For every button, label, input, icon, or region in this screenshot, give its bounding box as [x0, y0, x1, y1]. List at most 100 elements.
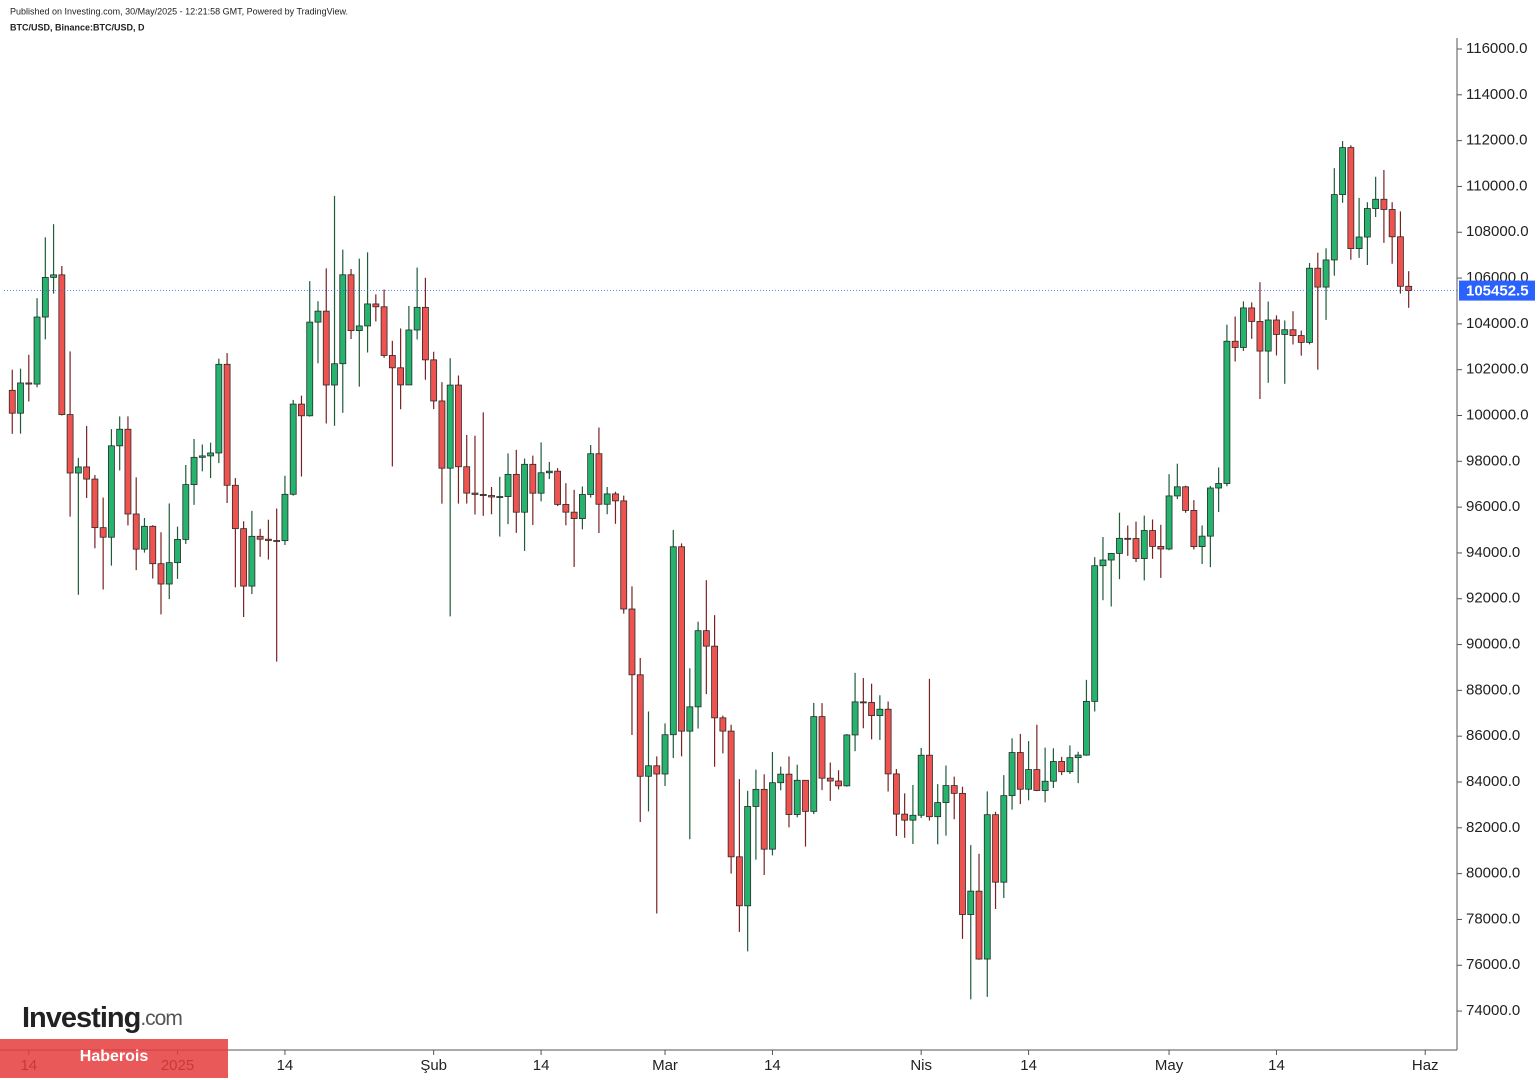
candle-body [785, 773, 793, 815]
candle-body [1165, 495, 1173, 550]
candle-body [1041, 780, 1049, 791]
candle-body [959, 792, 966, 915]
candle-body [1206, 487, 1214, 537]
candle-body [149, 525, 157, 565]
candle-body [1273, 319, 1280, 335]
candle-body [504, 473, 512, 497]
candle-body [17, 382, 24, 414]
candle-body [198, 455, 206, 458]
candle-body [901, 813, 909, 821]
candle-body [1074, 754, 1082, 759]
candle-body [1248, 307, 1256, 322]
candle-body [1306, 267, 1313, 343]
candle-body [851, 701, 859, 736]
candle-body [1380, 198, 1388, 210]
candle-body [636, 674, 644, 777]
candle-body [843, 734, 851, 787]
candle-body [1025, 769, 1032, 790]
candle-body [661, 734, 669, 775]
candle-body [190, 456, 198, 485]
candle-body [612, 493, 619, 502]
candle-body [529, 463, 537, 494]
y-tick-label: 74000.0 [1466, 1002, 1520, 1019]
plot: 74000.0 76000.0 78000.0 80000.0 82000.0 84000… [4, 40, 1529, 1055]
x-tick-label: Nis [910, 1057, 932, 1074]
candle-body [1033, 769, 1041, 791]
candle-body [83, 466, 91, 480]
y-tick-label: 84000.0 [1466, 773, 1520, 790]
candle-body [678, 546, 685, 732]
candle-body [380, 306, 388, 356]
candle-body [769, 782, 776, 850]
candle-body [1091, 565, 1099, 702]
candle-body [174, 538, 181, 564]
candle-body [1058, 761, 1066, 773]
candle-body [826, 777, 834, 782]
candle-body [653, 765, 661, 775]
candle-body [1240, 307, 1247, 348]
candle-body [1083, 700, 1090, 756]
candle-body [835, 780, 842, 787]
candle-body [1215, 483, 1223, 489]
y-tick-label: 80000.0 [1466, 865, 1520, 882]
candle-body [1281, 329, 1289, 335]
candle-body [810, 716, 818, 812]
candle-body [545, 470, 553, 474]
x-tick-label: Haz [1412, 1057, 1439, 1074]
candle-body [1140, 530, 1148, 559]
candle-body [422, 306, 429, 361]
candle-body [1099, 559, 1107, 567]
y-tick-label: 90000.0 [1466, 636, 1520, 653]
candle-body [1289, 329, 1297, 336]
subtitle: Published on Investing.com, 30/May/2025 … [10, 6, 348, 16]
y-tick-label: 98000.0 [1466, 452, 1520, 469]
candle-body [322, 310, 330, 386]
candle-body [124, 428, 132, 515]
candle-body [165, 562, 173, 585]
candle-body [868, 702, 875, 716]
candle-body [108, 445, 115, 538]
candle-body [471, 492, 479, 495]
candle-body [298, 403, 305, 417]
candle-body [909, 814, 917, 821]
candle-body [760, 788, 768, 850]
candle-body [231, 484, 239, 530]
y-tick-label: 96000.0 [1466, 498, 1520, 515]
candle-body [397, 367, 405, 386]
candle-body [645, 765, 652, 777]
candle-body [132, 513, 140, 550]
candle-body [579, 494, 586, 519]
candle-body [1297, 335, 1305, 343]
candle-body [1016, 752, 1024, 790]
x-tick-label: Mar [652, 1057, 678, 1074]
candle-body [413, 306, 421, 331]
candle-body [463, 466, 471, 494]
candle-body [1149, 530, 1156, 547]
candle-body [1314, 267, 1322, 288]
candle-body [182, 484, 190, 540]
x-tick-label: 14 [1020, 1057, 1037, 1074]
candle-body [1173, 486, 1181, 497]
candle-body [479, 494, 487, 496]
candle-body [595, 453, 603, 505]
candle-body [50, 274, 57, 278]
candle-body [735, 856, 743, 907]
y-tick-label: 86000.0 [1466, 727, 1520, 744]
candle-body [405, 329, 413, 386]
y-tick-label: 104000.0 [1466, 315, 1529, 332]
candle-body [430, 359, 438, 402]
y-tick-label: 112000.0 [1466, 132, 1527, 149]
banner: Haberois [80, 1048, 149, 1065]
y-tick-label: 114000.0 [1466, 86, 1527, 103]
candle-body [496, 496, 504, 498]
candle-body [1322, 259, 1330, 288]
candle-body [248, 535, 256, 587]
candle-body [1355, 236, 1363, 249]
candle-body [331, 363, 338, 386]
candle-body [1124, 537, 1132, 540]
candle-body [1107, 552, 1115, 561]
candle-body [669, 546, 677, 736]
candle-body [314, 310, 322, 323]
logo-main: Investing [22, 1002, 140, 1034]
